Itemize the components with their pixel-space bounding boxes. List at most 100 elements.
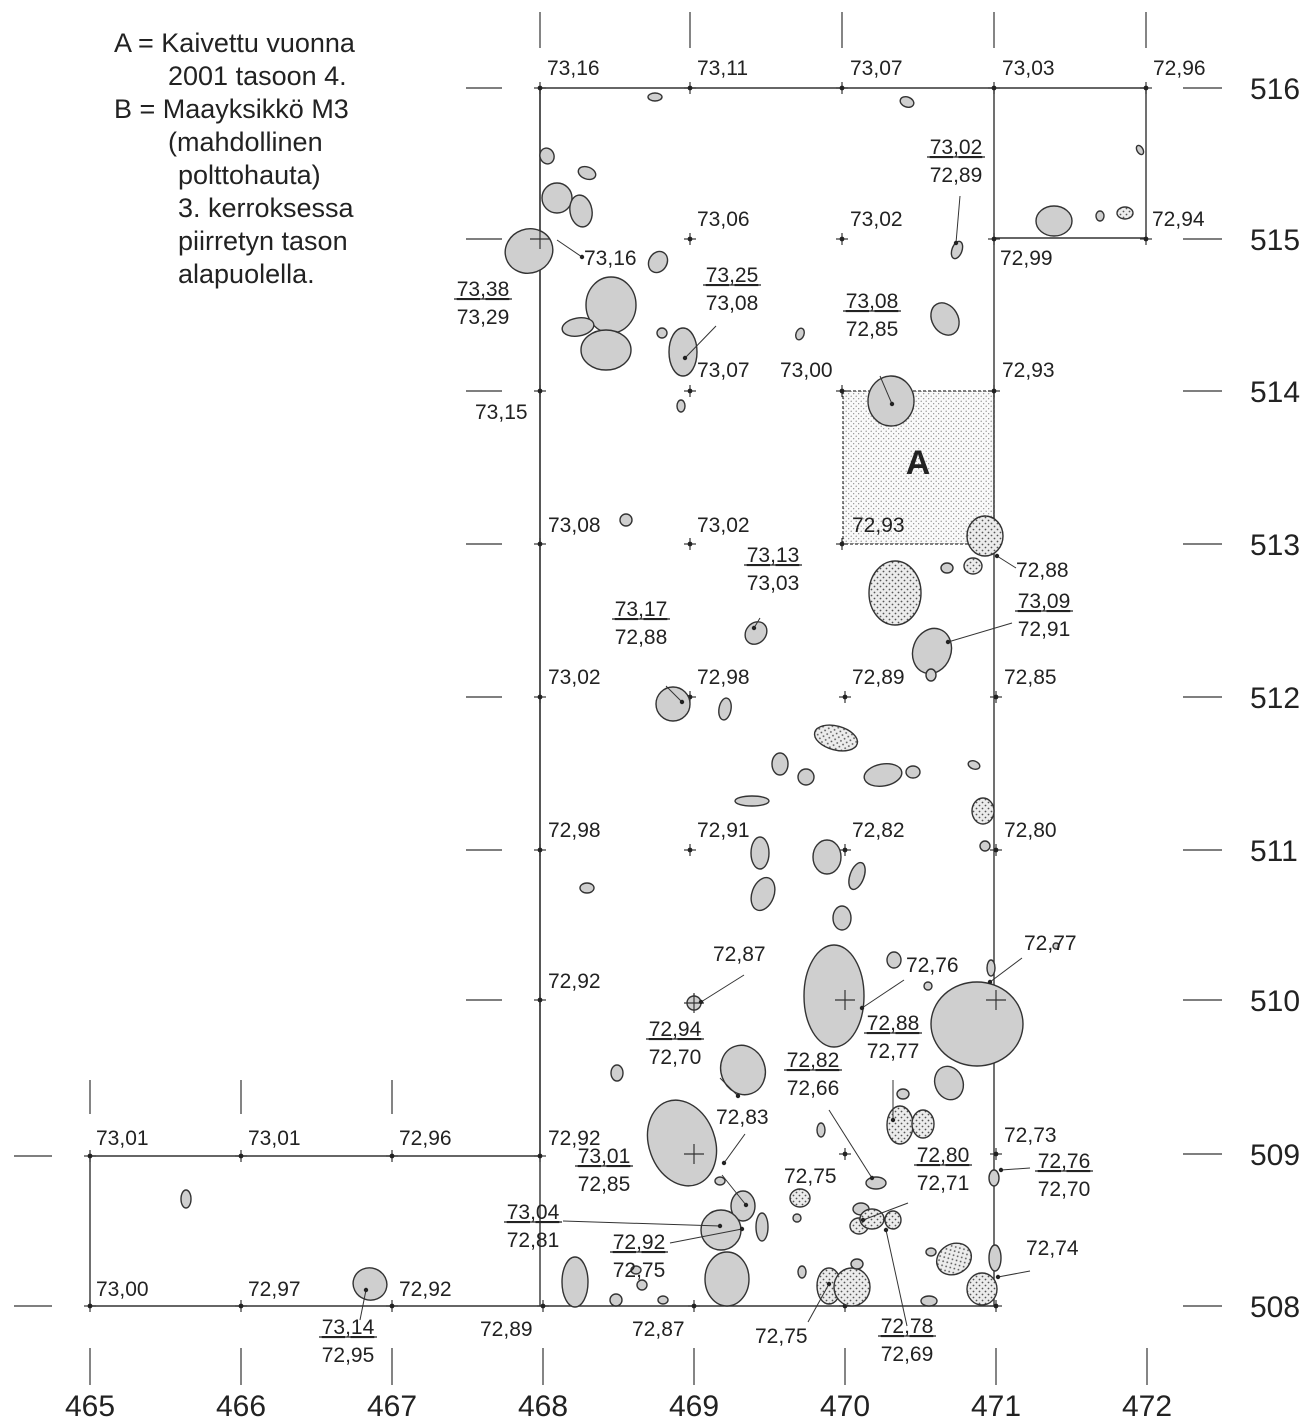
stone [966, 1272, 998, 1306]
grid-point-dot [687, 236, 693, 242]
leader-line [996, 555, 1017, 569]
grid-point-dot [687, 85, 693, 91]
fraction-top: 72,76 [1038, 1150, 1091, 1173]
grid-point-dot [537, 694, 543, 700]
stone [579, 882, 595, 894]
leader-lines [359, 195, 1031, 1327]
fraction-top: 73,02 [930, 136, 983, 159]
leader-dot [826, 1281, 832, 1287]
stone [863, 762, 903, 788]
stone [755, 1212, 769, 1242]
stone [714, 1176, 726, 1186]
leader-line [828, 1109, 873, 1179]
fraction-bottom: 72,88 [615, 626, 668, 649]
stone [730, 1190, 756, 1222]
legend-line: B = Maayksikkö M3 [114, 94, 349, 124]
leader-line [879, 375, 893, 405]
level-label: 72,96 [399, 1127, 452, 1150]
level-label: 72,96 [1153, 57, 1206, 80]
stone [930, 981, 1024, 1067]
grid-point-dot [687, 388, 693, 394]
fraction-top: 72,78 [881, 1315, 934, 1338]
level-label: 73,15 [475, 401, 528, 424]
stone [930, 302, 960, 336]
stone [899, 96, 915, 108]
grid-point-dot [993, 694, 999, 700]
fraction-bottom: 72,66 [787, 1077, 840, 1100]
y-axis-label: 513 [1250, 529, 1300, 562]
leader-line [997, 1270, 1031, 1278]
x-axis-label: 469 [669, 1390, 719, 1423]
grid-point-dot [238, 1303, 244, 1309]
grid-ticks [14, 12, 1222, 1385]
stone [988, 1169, 1000, 1187]
level-label: 72,99 [1000, 247, 1053, 270]
grid-point-dot [993, 1303, 999, 1309]
stone [865, 1176, 887, 1190]
fraction-top: 73,17 [615, 598, 668, 621]
stone [966, 515, 1004, 557]
fraction-top: 73,14 [322, 1316, 375, 1339]
excavation-outline [89, 87, 1147, 1307]
level-label: 73,01 [96, 1127, 149, 1150]
grid-point-dot [87, 1153, 93, 1159]
level-label: 72,97 [248, 1278, 301, 1301]
level-label: 73,02 [697, 514, 750, 537]
level-label: 72,98 [697, 666, 750, 689]
leader-dot [998, 1167, 1004, 1173]
leader-dot [751, 625, 757, 631]
grid-point-dot [537, 1153, 543, 1159]
leader-dot [363, 1287, 369, 1293]
leader-line [723, 1133, 746, 1164]
fraction-bottom: 73,08 [706, 292, 759, 315]
y-axis-label: 510 [1250, 985, 1300, 1018]
level-label: 72,74 [1026, 1237, 1079, 1260]
leader-line [669, 1228, 743, 1244]
stone [792, 1213, 802, 1223]
grid-point-dot [839, 236, 845, 242]
leader-line [665, 685, 683, 703]
leader-line [1000, 1167, 1031, 1171]
area-a-label: A [906, 444, 931, 482]
stone [925, 668, 937, 682]
y-axis-label: 516 [1250, 73, 1300, 106]
stone [352, 1267, 388, 1301]
leader-dot [739, 1226, 745, 1232]
stone [1035, 205, 1073, 237]
level-label: 72,75 [755, 1325, 808, 1348]
leader-dot [994, 553, 1000, 559]
level-label: 72,87 [632, 1318, 685, 1341]
stone [646, 1099, 718, 1187]
leader-dot [995, 1274, 1001, 1280]
grid-point-dot [1143, 236, 1149, 242]
y-axis-label: 508 [1250, 1291, 1300, 1324]
stone [920, 1295, 938, 1307]
grid-point-dot [537, 85, 543, 91]
stone [630, 1265, 642, 1275]
grid-points [84, 82, 1152, 1312]
stone [771, 752, 789, 776]
level-label: 72,83 [716, 1106, 769, 1129]
stone [619, 513, 633, 527]
fraction-top: 73,38 [457, 278, 510, 301]
stone [561, 317, 595, 337]
grid-point-dot [993, 847, 999, 853]
stone [719, 1044, 767, 1096]
stone [797, 768, 815, 786]
level-labels: 73,16 73,11 73,07 73,03 72,96 73,06 73,02 72,94… [96, 57, 1206, 1348]
fraction-labels: 73,38 73,29 73,25 73,08 73,08 72,85 73,02 72,89… [319, 136, 1093, 1367]
level-label: 72,93 [1002, 359, 1055, 382]
legend-line: 2001 tasoon 4. [168, 61, 347, 91]
stone [963, 557, 983, 575]
leader-line [989, 957, 1023, 983]
leader-dot [883, 1227, 889, 1233]
leader-dot [860, 1217, 866, 1223]
fraction-bottom: 72,85 [846, 318, 899, 341]
level-label: 73,02 [850, 208, 903, 231]
stone [541, 182, 573, 214]
leader-line [719, 1077, 739, 1097]
area-a [842, 390, 995, 545]
stone [655, 686, 691, 722]
stone [569, 194, 593, 228]
stone [940, 562, 954, 574]
